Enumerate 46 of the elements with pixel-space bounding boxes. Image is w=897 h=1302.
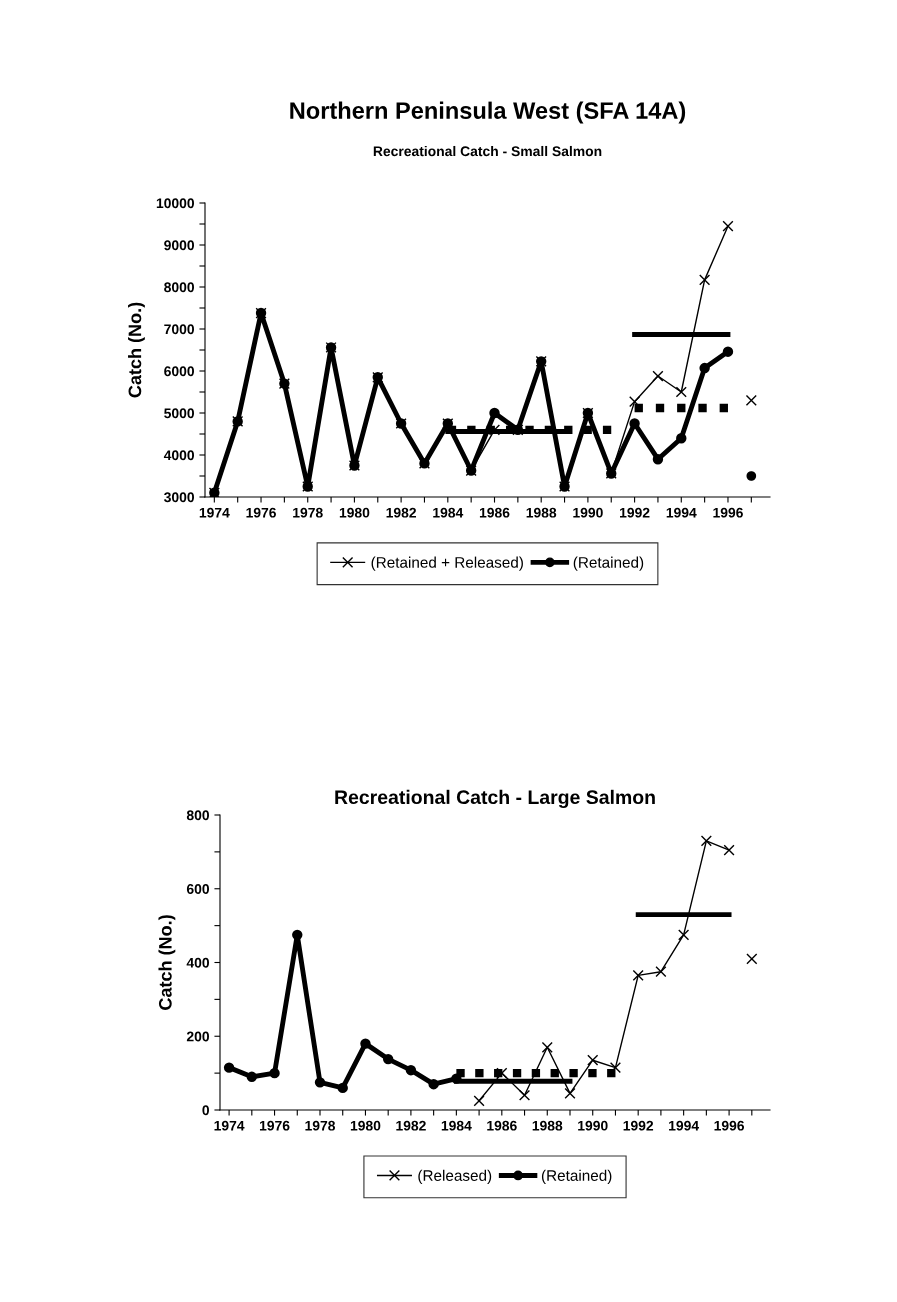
chart-title: Northern Peninsula West (SFA 14A): [290, 101, 686, 124]
y-tick-label: 9000: [164, 240, 195, 251]
y-axis-title: Catch (No.): [158, 915, 176, 1010]
y-tick-label: 5000: [164, 408, 195, 419]
x-tick-label: 1976: [246, 507, 276, 518]
x-tick-label: 1992: [620, 507, 650, 518]
x-tick-label: 1980: [339, 507, 370, 518]
x-tick-label: 1994: [666, 507, 697, 518]
x-tick-label: 1988: [526, 507, 557, 518]
x-tick-label: 1996: [713, 507, 743, 518]
x-tick-label: 1980: [350, 1120, 381, 1131]
legend-label: (Released): [418, 1169, 492, 1184]
x-tick-label: 1978: [293, 507, 323, 518]
x-tick-label: 1992: [623, 1120, 654, 1131]
x-tick-label: 1982: [396, 1120, 426, 1131]
y-tick-label: 800: [186, 810, 210, 821]
y-tick-label: 200: [186, 1031, 210, 1042]
x-tick-label: 1982: [386, 507, 417, 518]
x-tick-label: 1988: [532, 1120, 563, 1131]
y-tick-label: 8000: [164, 282, 195, 293]
y-tick-label: 4000: [163, 450, 195, 461]
x-tick-label: 1986: [487, 1120, 517, 1131]
legend-label: (Retained): [573, 556, 644, 571]
x-tick-label: 1978: [305, 1120, 336, 1131]
y-tick-label: 3000: [164, 492, 195, 503]
y-tick-label: 7000: [164, 324, 195, 335]
chart-subtitle: Recreational Catch - Small Salmon: [373, 145, 602, 157]
x-tick-label: 1974: [199, 507, 230, 518]
chart-title: Recreational Catch - Large Salmon: [335, 789, 655, 809]
y-tick-label: 600: [186, 884, 210, 894]
y-tick-label: 6000: [164, 366, 195, 377]
legend-label: (Retained): [541, 1169, 612, 1184]
y-tick-label: 400: [186, 957, 210, 968]
x-tick-label: 1990: [578, 1120, 608, 1131]
x-tick-label: 1984: [441, 1120, 472, 1131]
x-tick-label: 1976: [259, 1120, 290, 1131]
y-tick-label: 0: [202, 1105, 210, 1116]
legend-label: (Retained + Released): [371, 556, 523, 571]
x-tick-label: 1994: [669, 1120, 700, 1131]
y-tick-label: 10000: [156, 198, 195, 209]
x-tick-label: 1996: [714, 1120, 745, 1131]
x-tick-label: 1990: [573, 507, 603, 518]
x-tick-label: 1986: [479, 507, 510, 518]
x-tick-label: 1984: [433, 507, 464, 518]
y-axis-title: Catch (No.): [128, 302, 145, 398]
x-tick-label: 1974: [214, 1120, 245, 1131]
